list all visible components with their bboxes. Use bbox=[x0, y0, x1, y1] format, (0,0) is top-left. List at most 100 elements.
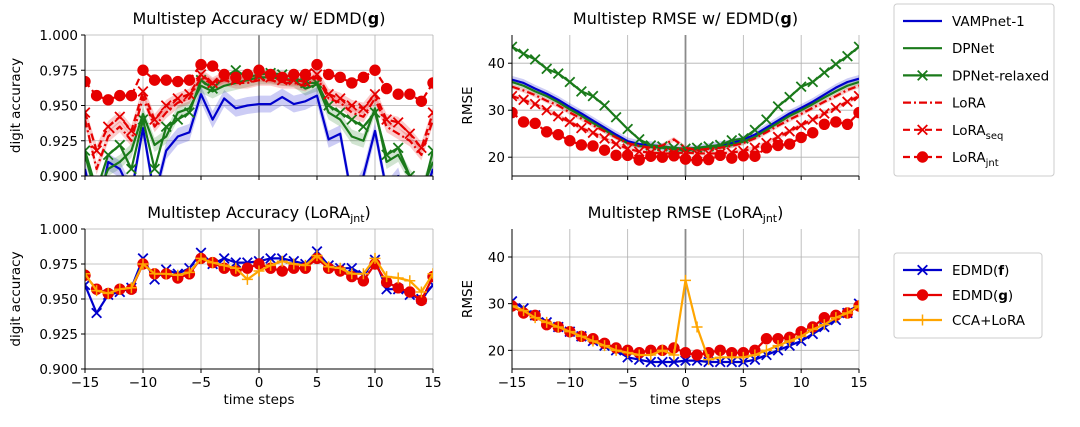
data-point-cca-lora bbox=[381, 271, 393, 283]
data-point-loraseq bbox=[784, 125, 796, 137]
legend-label: VAMPnet-1 bbox=[952, 14, 1025, 30]
y-tick-label: 1.000 bbox=[39, 222, 78, 238]
legend-marker bbox=[917, 124, 928, 136]
data-point-lorajnt bbox=[760, 142, 773, 154]
data-point-cca-lora bbox=[784, 335, 796, 347]
data-point-loraseq bbox=[587, 127, 599, 139]
data-point-cca-lora bbox=[299, 259, 311, 271]
data-point-lorajnt bbox=[172, 75, 184, 88]
data-point-cca-lora bbox=[415, 286, 427, 298]
data-point-lorajnt bbox=[841, 118, 854, 131]
data-point-dpnet-relaxed bbox=[807, 76, 819, 88]
data-point-dpnet-relaxed bbox=[381, 149, 393, 161]
data-point-cca-lora bbox=[772, 340, 784, 352]
data-point-lorajnt bbox=[714, 149, 726, 162]
data-point-cca-lora bbox=[587, 335, 599, 347]
data-point-lorajnt bbox=[512, 106, 518, 119]
data-point-lorajnt bbox=[195, 58, 207, 71]
y-axis-label: RMSE bbox=[460, 280, 476, 318]
data-point-loraseq bbox=[841, 96, 853, 108]
data-point-cca-lora bbox=[633, 349, 645, 361]
data-point-cca-lora bbox=[714, 351, 726, 363]
data-point-lorajnt bbox=[369, 64, 381, 76]
data-point-lorajnt bbox=[633, 154, 645, 166]
y-tick-label: 40 bbox=[488, 250, 505, 266]
data-point-dpnet-relaxed bbox=[853, 41, 859, 53]
data-point-edmd-g bbox=[760, 332, 773, 345]
data-point-dpnet-relaxed bbox=[587, 90, 599, 102]
plot-area bbox=[512, 41, 859, 167]
data-point-edmd-f bbox=[230, 257, 242, 269]
data-point-cca-lora bbox=[346, 268, 358, 280]
data-point-loraseq bbox=[404, 128, 416, 140]
data-point-cca-lora bbox=[795, 330, 807, 342]
data-point-cca-lora bbox=[668, 349, 680, 361]
data-point-cca-lora bbox=[253, 265, 265, 277]
y-tick-label: 0.950 bbox=[39, 292, 78, 308]
data-point-lorajnt bbox=[218, 68, 230, 81]
data-point-lorajnt bbox=[311, 58, 323, 71]
series-line-lora bbox=[512, 84, 859, 152]
data-point-loraseq bbox=[807, 114, 819, 126]
data-point-loraseq bbox=[125, 125, 137, 137]
data-point-edmd-f bbox=[680, 355, 691, 367]
data-point-edmd-g bbox=[276, 265, 288, 277]
y-axis-label: digit accuracy bbox=[8, 58, 24, 153]
data-point-lorajnt bbox=[392, 88, 404, 100]
legend-2: EDMD(f) EDMD(g) CCA+LoRA bbox=[893, 252, 1043, 339]
data-point-lorajnt bbox=[90, 89, 103, 102]
data-point-cca-lora bbox=[91, 285, 103, 297]
data-point-cca-lora bbox=[137, 258, 149, 270]
data-point-dpnet-relaxed bbox=[114, 139, 126, 151]
data-point-dpnet-relaxed bbox=[749, 124, 761, 136]
band-dpnet bbox=[85, 70, 433, 176]
data-point-lorajnt bbox=[206, 60, 219, 72]
data-point-cca-lora bbox=[265, 259, 277, 271]
data-point-dpnet-relaxed bbox=[795, 81, 807, 93]
data-point-dpnet-relaxed bbox=[512, 41, 518, 53]
data-point-loraseq bbox=[346, 100, 358, 111]
data-point-lorajnt bbox=[427, 77, 433, 89]
data-point-lorajnt bbox=[529, 117, 541, 130]
x-tick-label: −10 bbox=[129, 375, 158, 391]
data-point-cca-lora bbox=[149, 268, 161, 280]
data-point-dpnet-relaxed bbox=[761, 114, 772, 126]
data-point-dpnet-relaxed bbox=[610, 111, 622, 123]
data-point-cca-lora bbox=[427, 268, 433, 280]
data-point-lorajnt bbox=[114, 89, 126, 102]
legend-box bbox=[893, 252, 1043, 339]
y-axis-label: digit accuracy bbox=[8, 251, 24, 346]
data-point-dpnet-relaxed bbox=[183, 107, 195, 118]
data-point-dpnet-relaxed bbox=[841, 50, 853, 62]
data-point-lorajnt bbox=[102, 94, 114, 106]
data-point-edmd-f bbox=[91, 307, 103, 319]
data-point-edmd-f bbox=[265, 252, 277, 264]
data-point-lorajnt bbox=[610, 149, 622, 162]
legend-marker bbox=[916, 151, 929, 163]
data-point-lorajnt bbox=[380, 82, 393, 95]
data-point-cca-lora bbox=[102, 287, 114, 299]
data-point-cca-lora bbox=[518, 305, 530, 317]
data-point-cca-lora bbox=[195, 252, 207, 264]
y-tick-label: 20 bbox=[488, 343, 505, 359]
data-point-cca-lora bbox=[552, 321, 564, 333]
data-point-lorajnt bbox=[807, 127, 819, 139]
data-point-dpnet-relaxed bbox=[772, 101, 784, 112]
data-point-lorajnt bbox=[230, 71, 242, 84]
chart-panel-2: 20 30 40 RMSE Multistep RMSE w/ EDMD(g) bbox=[460, 9, 860, 180]
data-point-dpnet-relaxed bbox=[726, 134, 738, 146]
data-point-cca-lora bbox=[749, 349, 761, 361]
y-tick-label: 20 bbox=[488, 150, 505, 166]
data-point-lorajnt bbox=[241, 68, 254, 81]
data-point-cca-lora bbox=[392, 272, 404, 284]
data-point-lorajnt bbox=[598, 144, 611, 156]
data-point-loraseq bbox=[518, 94, 530, 106]
data-point-lorajnt bbox=[679, 153, 692, 165]
data-point-cca-lora bbox=[323, 261, 335, 273]
data-point-dpnet-relaxed bbox=[357, 121, 369, 133]
data-point-lorajnt bbox=[299, 68, 312, 81]
x-tick-label: 10 bbox=[793, 375, 810, 391]
band-lora bbox=[85, 71, 433, 175]
data-point-dpnet-relaxed bbox=[633, 133, 645, 145]
